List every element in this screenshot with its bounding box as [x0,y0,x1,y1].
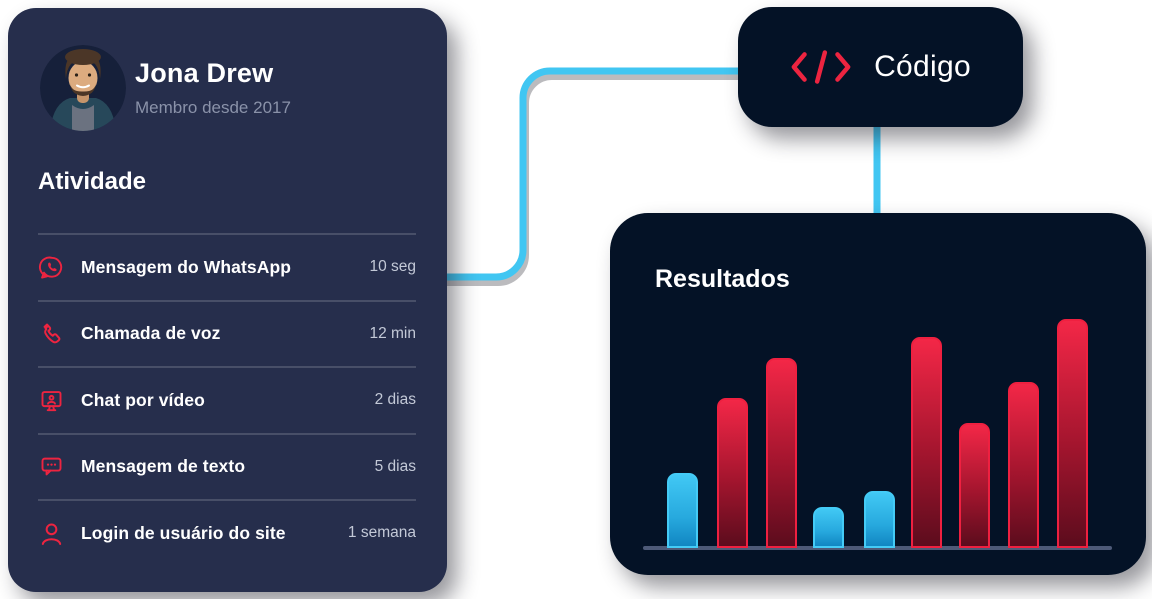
activity-time: 5 dias [374,457,416,475]
chart-bar-red [1008,382,1039,548]
chart-bar-red [911,337,942,548]
activity-list: Mensagem do WhatsApp 10 seg Chamada de v… [38,233,416,566]
activity-label: Mensagem do WhatsApp [81,256,292,277]
activity-row[interactable]: Chamada de voz 12 min [38,299,416,367]
results-card: Resultados [610,213,1146,575]
activity-row[interactable]: Mensagem do WhatsApp 10 seg [38,233,416,300]
activity-time: 10 seg [369,258,416,276]
activity-row[interactable]: Login de usuário do site 1 semana [38,499,416,566]
chart-bar-blue [864,491,895,548]
chart-bar-red [717,398,748,548]
chart-bar-red [959,423,990,548]
code-node[interactable]: Código [738,7,1023,127]
phone-icon [38,320,65,347]
activity-label: Chamada de voz [81,323,221,344]
activity-label: Mensagem de texto [81,456,246,477]
avatar [40,45,126,131]
activity-label: Login de usuário do site [81,522,286,543]
video-chat-icon [38,387,65,414]
whatsapp-icon [38,254,65,281]
avatar-illustration [40,45,126,131]
code-node-label: Código [874,50,971,83]
activity-row[interactable]: Chat por vídeo 2 dias [38,366,416,433]
activity-time: 12 min [369,324,416,342]
member-since: Membro desde 2017 [135,98,291,117]
chart-bar-blue [813,507,844,548]
activity-time: 1 semana [347,524,416,542]
code-icon [790,47,852,87]
bar-chart [643,238,1112,550]
user-icon [38,520,65,547]
text-message-icon [38,453,65,480]
activity-row[interactable]: Mensagem de texto 5 dias [38,432,416,500]
chart-bar-blue [667,473,698,548]
profile-name: Jona Drew [135,58,274,88]
profile-card: Jona Drew Membro desde 2017 Atividade Me… [8,8,447,592]
chart-baseline-axis [643,546,1112,550]
activity-label: Chat por vídeo [81,389,205,410]
activity-section-title: Atividade [38,168,147,195]
chart-bar-red [1057,319,1088,548]
chart-bar-red [766,358,797,548]
activity-time: 2 dias [374,391,416,409]
